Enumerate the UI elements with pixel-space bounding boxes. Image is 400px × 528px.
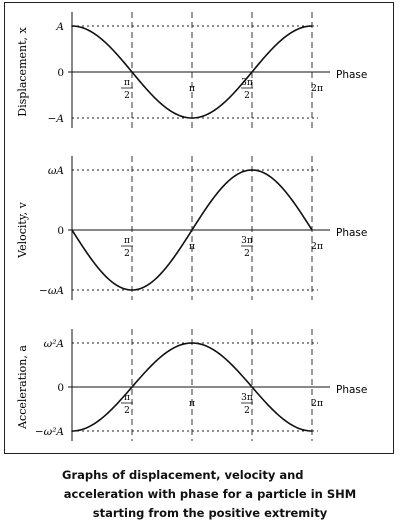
velocity-x-tick-label-4: 2π [311, 241, 323, 252]
acceleration-x-tick-label-2: π [189, 398, 195, 409]
velocity-x-tick-label-3-denominator: 2 [244, 249, 250, 259]
displacement-y-tick-label: 0 [57, 67, 64, 79]
acceleration-x-axis-title: Phase [336, 384, 367, 396]
velocity-x-tick-label-1-numerator: π [124, 236, 130, 246]
displacement-x-tick-label-1-numerator: π [124, 78, 130, 88]
displacement-point [131, 71, 133, 73]
displacement-x-axis-title: Phase [336, 69, 367, 81]
caption-line-2: acceleration with phase for a particle i… [63, 487, 357, 501]
displacement-point [191, 117, 193, 119]
displacement-y-tick-label: −A [48, 113, 65, 125]
acceleration-y-tick-label: 0 [57, 382, 64, 394]
displacement-y-tick-label: A [55, 21, 64, 33]
acceleration-point [71, 430, 73, 432]
acceleration-graph: ω²A 0 −ω²A Phase Acceleration, a [16, 329, 367, 441]
velocity-x-tick-label-1-denominator: 2 [124, 249, 130, 259]
acceleration-x-tick-label-1-numerator: π [124, 393, 130, 403]
velocity-point [71, 229, 73, 231]
velocity-point [131, 289, 133, 291]
figure-frame [4, 2, 394, 454]
velocity-y-tick-label: 0 [57, 225, 64, 237]
displacement-x-tick-label-3-denominator: 2 [244, 91, 250, 101]
displacement-x-tick-label-1-denominator: 2 [124, 91, 130, 101]
displacement-x-tick-label-4: 2π [311, 83, 323, 94]
velocity-graph: ωA 0 −ωA Phase Velocity, v [16, 156, 367, 300]
velocity-point [311, 229, 313, 231]
velocity-y-tick-label: ωA [48, 165, 65, 177]
displacement-x-tick-label-3-numerator: 3π [241, 78, 253, 88]
velocity-x-tick-label-2: π [189, 241, 195, 252]
acceleration-x-tick-label-3-numerator: 3π [241, 393, 253, 403]
caption-line-3: starting from the positive extremity [92, 506, 328, 520]
acceleration-x-tick-label-4: 2π [311, 398, 323, 409]
acceleration-y-tick-label: ω²A [44, 338, 65, 350]
velocity-x-axis-title: Phase [336, 227, 367, 239]
acceleration-point [131, 386, 133, 388]
acceleration-point [191, 342, 193, 344]
acceleration-y-axis-title: Acceleration, a [16, 345, 29, 430]
displacement-y-axis-title: Displacement, x [16, 27, 29, 117]
velocity-y-axis-title: Velocity, v [16, 201, 29, 258]
displacement-point [251, 71, 253, 73]
displacement-graph: A 0 −A Phase Displacement, x [16, 12, 367, 128]
velocity-point [251, 169, 253, 171]
velocity-x-tick-label-3-numerator: 3π [241, 236, 253, 246]
acceleration-y-tick-label: −ω²A [35, 426, 65, 438]
acceleration-x-tick-label-1-denominator: 2 [124, 406, 130, 416]
acceleration-point [251, 386, 253, 388]
velocity-y-tick-label: −ωA [39, 285, 64, 297]
displacement-point [71, 25, 73, 27]
acceleration-point [311, 430, 313, 432]
acceleration-x-tick-label-3-denominator: 2 [244, 406, 250, 416]
velocity-point [191, 229, 193, 231]
caption-line-1: Graphs of displacement, velocity and [62, 468, 304, 482]
displacement-point [311, 25, 313, 27]
displacement-x-tick-label-2: π [189, 83, 195, 94]
